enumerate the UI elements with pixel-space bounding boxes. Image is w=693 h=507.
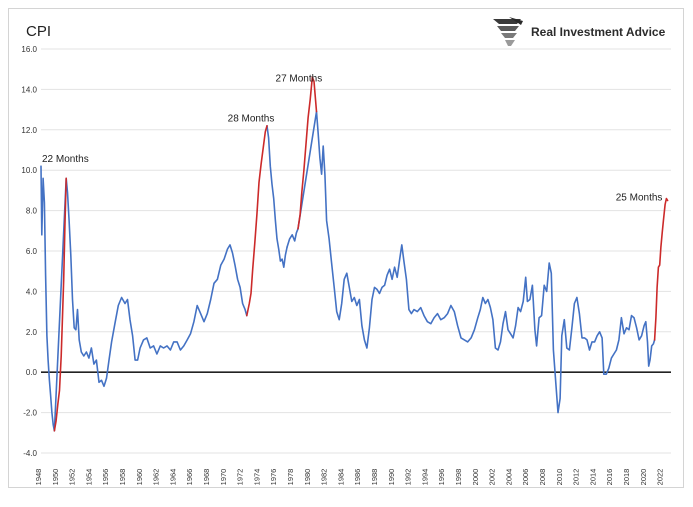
- x-tick-label: 1992: [404, 469, 413, 486]
- y-tick-label: -4.0: [23, 449, 37, 458]
- x-tick-label: 1970: [219, 469, 228, 486]
- annotation-label: 27 Months: [276, 73, 323, 84]
- x-tick-label: 1978: [286, 469, 295, 486]
- y-tick-label: 12.0: [21, 126, 37, 135]
- chart-title: CPI: [26, 23, 51, 40]
- x-tick-label: 1958: [118, 469, 127, 486]
- x-tick-label: 1996: [437, 469, 446, 486]
- x-axis-ticks: 1948 1950 1952 1954 1956 1958 1960 1962 1964 1966…: [34, 469, 665, 486]
- chart-frame: CPI Real Investment Advice -4.0 -2.0 0.0 2.…: [8, 8, 684, 488]
- inflation-surge-segment: [297, 76, 318, 230]
- x-tick-label: 2004: [504, 469, 513, 486]
- x-tick-label: 1962: [152, 469, 161, 486]
- x-tick-label: 2018: [622, 469, 631, 486]
- y-tick-label: 4.0: [26, 287, 38, 296]
- x-tick-label: 1948: [34, 469, 43, 486]
- cpi-line-segment: [266, 125, 288, 268]
- y-tick-label: 10.0: [21, 166, 37, 175]
- x-tick-label: 1950: [51, 469, 60, 486]
- x-tick-label: 2020: [639, 469, 648, 486]
- inflation-surge-segment: [653, 197, 669, 341]
- x-tick-label: 1952: [68, 469, 77, 486]
- x-tick-label: 1972: [236, 469, 245, 486]
- eagle-logo-icon: [493, 17, 523, 46]
- x-tick-label: 1994: [420, 469, 429, 486]
- series-lines: [40, 76, 669, 432]
- x-tick-label: 1990: [387, 469, 396, 486]
- grid-lines: [41, 48, 671, 454]
- x-tick-label: 1960: [135, 469, 144, 486]
- x-tick-label: 1976: [269, 469, 278, 486]
- annotation-label: 25 Months: [616, 193, 663, 204]
- x-tick-label: 2010: [555, 469, 564, 486]
- cpi-line-segment: [286, 110, 656, 414]
- x-tick-label: 2012: [572, 469, 581, 486]
- cpi-line-segment: [40, 165, 248, 432]
- inflation-surge-segment: [246, 125, 268, 317]
- x-tick-label: 2008: [538, 469, 547, 486]
- y-tick-label: 14.0: [21, 85, 37, 94]
- y-axis-ticks: -4.0 -2.0 0.0 2.0 4.0 6.0 8.0 10.0 12.0 14.0 16.0: [21, 45, 37, 458]
- annotation-label: 28 Months: [228, 114, 275, 125]
- brand-name: Real Investment Advice: [531, 25, 666, 39]
- x-tick-label: 1988: [370, 469, 379, 486]
- x-tick-label: 1982: [320, 469, 329, 486]
- x-tick-label: 1986: [353, 469, 362, 486]
- x-tick-label: 1968: [202, 469, 211, 486]
- x-tick-label: 1954: [84, 469, 93, 486]
- brand-logo: Real Investment Advice: [493, 17, 666, 46]
- x-tick-label: 1974: [252, 469, 261, 486]
- x-tick-label: 1964: [168, 469, 177, 486]
- x-tick-label: 1998: [454, 469, 463, 486]
- y-tick-label: 8.0: [26, 207, 38, 216]
- y-tick-label: 16.0: [21, 45, 37, 54]
- annotation-label: 22 Months: [42, 154, 89, 165]
- x-tick-label: 2014: [588, 469, 597, 486]
- y-tick-label: 6.0: [26, 247, 38, 256]
- x-tick-label: 2002: [488, 469, 497, 486]
- x-tick-label: 1980: [303, 469, 312, 486]
- annotations: 22 Months 28 Months 27 Months 25 Months: [42, 73, 662, 203]
- x-tick-label: 2022: [656, 469, 665, 486]
- x-tick-label: 1984: [336, 469, 345, 486]
- y-tick-label: -2.0: [23, 409, 37, 418]
- y-tick-label: 2.0: [26, 328, 38, 337]
- x-tick-label: 2000: [471, 469, 480, 486]
- inflation-surge-segment: [53, 177, 67, 432]
- cpi-chart: CPI Real Investment Advice -4.0 -2.0 0.0 2.…: [21, 17, 671, 486]
- x-tick-label: 2016: [605, 469, 614, 486]
- x-tick-label: 2006: [521, 469, 530, 486]
- y-tick-label: 0.0: [26, 368, 38, 377]
- x-tick-label: 1966: [185, 469, 194, 486]
- x-tick-label: 1956: [101, 469, 110, 486]
